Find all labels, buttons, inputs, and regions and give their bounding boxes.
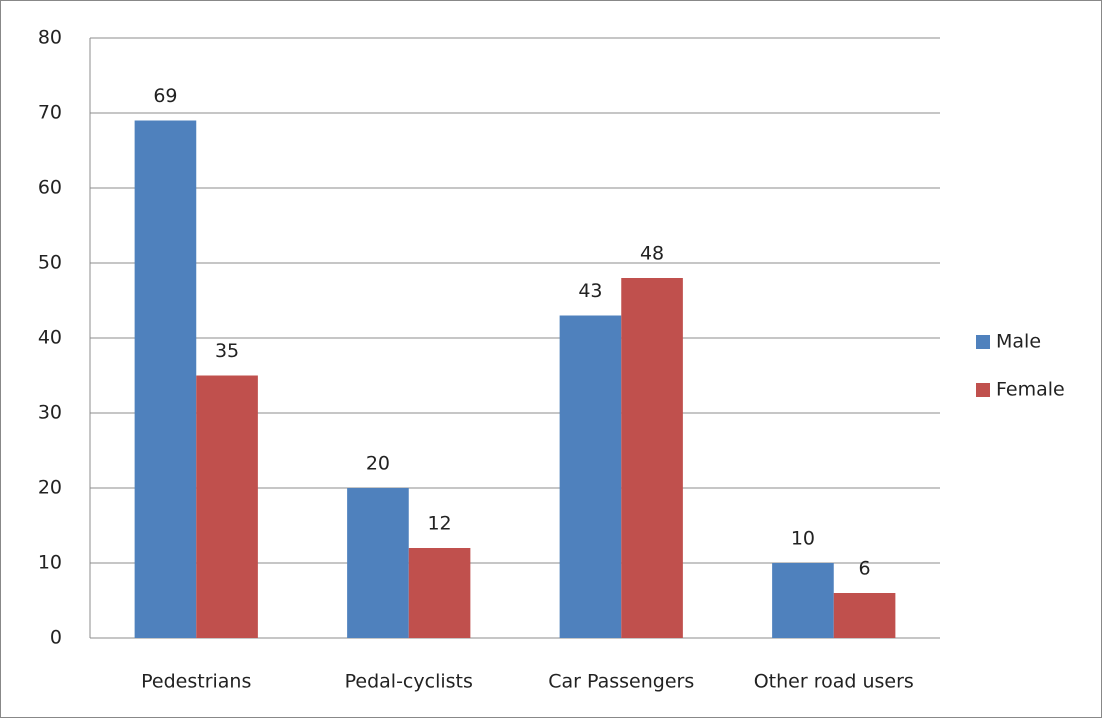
bar bbox=[134, 120, 197, 638]
bar bbox=[559, 315, 622, 638]
y-tick-label: 30 bbox=[38, 402, 62, 424]
legend-swatch bbox=[976, 335, 990, 349]
bar bbox=[408, 548, 471, 638]
y-tick-label: 80 bbox=[38, 27, 62, 49]
legend-label: Female bbox=[996, 379, 1065, 401]
x-tick-label: Car Passengers bbox=[548, 671, 694, 693]
data-label: 35 bbox=[215, 340, 239, 362]
legend-swatch bbox=[976, 383, 990, 397]
x-tick-label: Pedal-cyclists bbox=[345, 671, 473, 693]
bar bbox=[347, 488, 409, 638]
bar bbox=[196, 375, 258, 638]
y-tick-label: 0 bbox=[50, 627, 62, 649]
bar bbox=[833, 593, 896, 638]
bar bbox=[772, 563, 834, 638]
y-tick-label: 50 bbox=[38, 252, 62, 274]
bar bbox=[621, 278, 683, 638]
y-tick-label: 20 bbox=[38, 477, 62, 499]
data-label: 43 bbox=[578, 280, 602, 302]
data-label: 10 bbox=[791, 528, 815, 550]
x-tick-label: Other road users bbox=[754, 671, 914, 693]
data-label: 48 bbox=[640, 243, 664, 265]
legend-label: Male bbox=[996, 331, 1041, 353]
y-tick-label: 70 bbox=[38, 102, 62, 124]
x-tick-label: Pedestrians bbox=[141, 671, 251, 693]
data-label: 12 bbox=[427, 513, 451, 535]
y-tick-label: 10 bbox=[38, 552, 62, 574]
data-label: 6 bbox=[859, 558, 871, 580]
data-label: 69 bbox=[153, 85, 177, 107]
y-tick-label: 40 bbox=[38, 327, 62, 349]
y-tick-label: 60 bbox=[38, 177, 62, 199]
data-label: 20 bbox=[366, 453, 390, 475]
